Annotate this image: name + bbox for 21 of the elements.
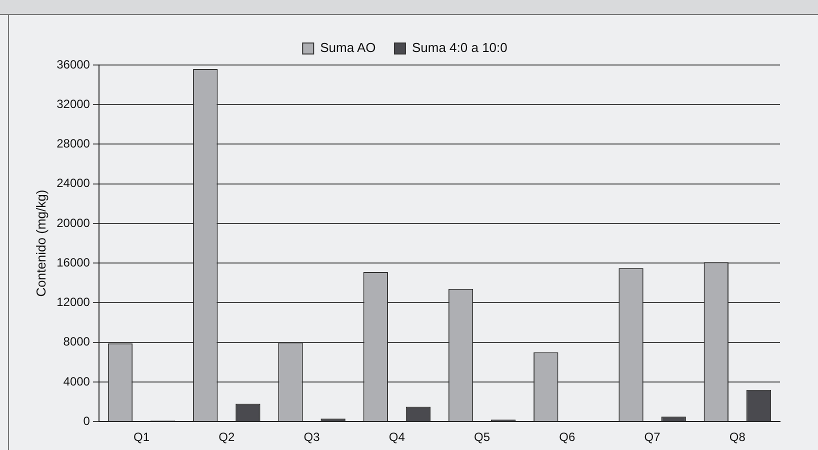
legend-label: Suma AO	[320, 40, 376, 56]
y-tick-label: 4000	[63, 374, 90, 388]
y-axis-title: Contenido (mg/kg)	[33, 190, 48, 297]
y-tick-label: 20000	[56, 216, 90, 230]
x-tick-label: Q2	[218, 430, 235, 444]
y-tick-label: 8000	[63, 334, 90, 349]
x-tick-label: Q7	[644, 430, 661, 444]
y-tick-label: 24000	[56, 176, 90, 190]
x-tick-label: Q1	[134, 430, 150, 444]
y-tick-label: 12000	[56, 295, 90, 310]
x-tick-label: Q4	[388, 430, 406, 444]
x-tick-label: Q6	[559, 430, 576, 444]
legend-label: Suma 4:0 a 10:0	[412, 40, 508, 56]
x-tick-label: Q8	[729, 430, 746, 444]
y-tick-label: 28000	[56, 136, 90, 151]
y-tick-label: 16000	[56, 255, 90, 270]
x-tick-label: Q5	[474, 430, 490, 444]
y-tick-label: 32000	[56, 96, 90, 111]
x-tick-label: Q3	[304, 430, 320, 444]
y-tick-label: 0	[83, 414, 90, 428]
y-tick-label: 36000	[56, 57, 90, 72]
